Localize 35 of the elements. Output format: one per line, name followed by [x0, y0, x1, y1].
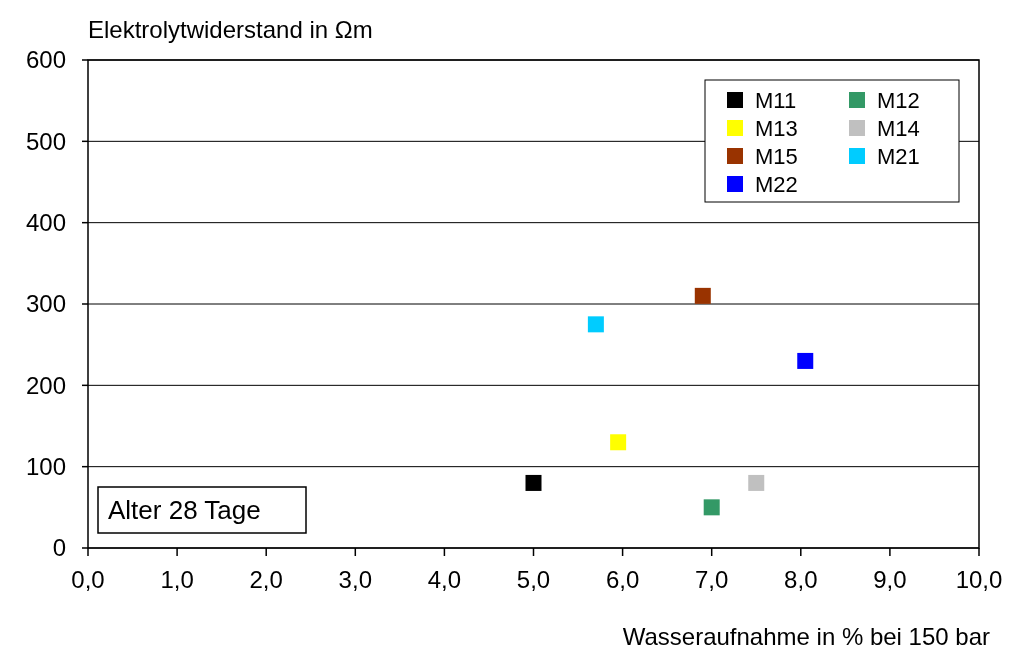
x-tick-label: 1,0	[160, 566, 194, 593]
x-tick-label: 7,0	[695, 566, 729, 593]
x-tick-label: 10,0	[955, 566, 1003, 593]
y-tick-label: 600	[25, 46, 66, 74]
point	[748, 474, 765, 491]
point	[610, 434, 627, 451]
x-tick-label: 8,0	[784, 566, 818, 593]
point	[797, 352, 814, 369]
x-tick-label: 0,0	[71, 566, 105, 593]
legend-label: M15	[755, 143, 798, 169]
legend-label: M11	[755, 87, 797, 113]
point	[525, 474, 542, 491]
x-tick-label: 3,0	[338, 566, 372, 593]
x-tick-label: 2,0	[249, 566, 283, 593]
legend-label: M12	[877, 87, 920, 113]
x-tick-label: 6,0	[605, 566, 640, 593]
y-tick-label: 500	[25, 127, 66, 155]
y-axis-title: Elektrolytwiderstand in Ωm	[88, 16, 373, 43]
y-tick-label: 300	[25, 290, 66, 318]
y-tick-label: 0	[52, 534, 66, 562]
x-tick-label: 5,0	[516, 566, 551, 593]
y-tick-label: 100	[25, 453, 66, 481]
point	[587, 316, 604, 333]
x-axis-title: Wasseraufnahme in % bei 150 bar	[622, 623, 991, 650]
legend-label: M21	[877, 143, 920, 169]
legend-label: M14	[877, 115, 920, 141]
legend-label: M22	[755, 171, 798, 197]
y-tick-label: 400	[25, 209, 66, 237]
x-tick-label: 9,0	[873, 566, 907, 593]
legend-label: M13	[755, 115, 798, 141]
x-tick-label: 4,0	[427, 566, 462, 593]
point	[703, 499, 720, 516]
y-tick-label: 200	[25, 371, 66, 399]
annotation: Alter 28 Tage	[108, 495, 261, 526]
point	[694, 287, 711, 304]
